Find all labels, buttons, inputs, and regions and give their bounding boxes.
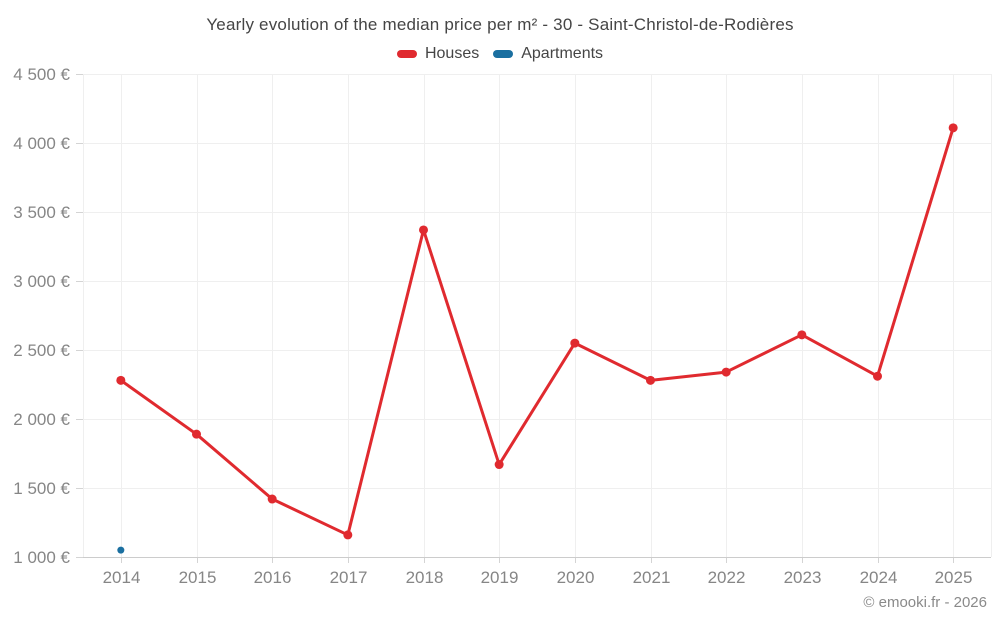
- x-axis-label: 2019: [481, 568, 519, 587]
- y-axis-label: 1 000 €: [13, 548, 70, 567]
- apartments-series-swatch-icon: [493, 50, 514, 58]
- x-axis-label: 2018: [406, 568, 444, 587]
- x-axis-label: 2025: [935, 568, 973, 587]
- x-axis-label: 2021: [633, 568, 671, 587]
- houses-data-point: [570, 338, 580, 348]
- legend-label-apartments: Apartments: [521, 45, 604, 62]
- houses-data-point: [192, 429, 201, 439]
- x-axis-label: 2014: [103, 568, 141, 587]
- x-axis-label: 2016: [254, 568, 292, 587]
- houses-data-point: [267, 494, 277, 504]
- y-axis-label: 2 500 €: [13, 341, 70, 360]
- houses-data-point: [116, 375, 126, 385]
- y-axis-label: 2 000 €: [13, 410, 70, 429]
- legend-label-houses: Houses: [424, 45, 480, 62]
- houses-data-point: [721, 367, 731, 377]
- houses-series-swatch-icon: [396, 50, 417, 58]
- houses-series-line: [119, 126, 955, 537]
- legend-item-houses[interactable]: Houses: [396, 45, 480, 63]
- x-axis-label: 2017: [330, 568, 368, 587]
- y-axis-label: 1 500 €: [13, 479, 70, 498]
- chart-legend: Houses Apartments: [0, 45, 1000, 63]
- y-axis-label: 4 000 €: [13, 134, 70, 153]
- y-axis-label: 3 500 €: [13, 203, 70, 222]
- y-axis-label: 4 500 €: [13, 65, 70, 84]
- houses-data-point: [873, 371, 882, 381]
- houses-data-point: [494, 460, 504, 470]
- houses-data-point: [797, 330, 807, 340]
- x-axis-label: 2023: [784, 568, 822, 587]
- houses-data-point: [948, 123, 958, 133]
- x-axis-label: 2015: [179, 568, 217, 587]
- x-axis-label: 2022: [708, 568, 746, 587]
- x-axis-label: 2020: [557, 568, 595, 587]
- chart-title: Yearly evolution of the median price per…: [206, 15, 794, 34]
- legend-item-apartments[interactable]: Apartments: [493, 45, 603, 63]
- x-axis-label: 2024: [860, 568, 898, 587]
- apartments-data-point: [117, 546, 125, 554]
- houses-data-point: [419, 225, 428, 235]
- y-axis-label: 3 000 €: [13, 272, 70, 291]
- houses-data-point: [646, 375, 655, 385]
- houses-data-point: [343, 530, 353, 540]
- credit-text: © emooki.fr - 2026: [863, 594, 987, 611]
